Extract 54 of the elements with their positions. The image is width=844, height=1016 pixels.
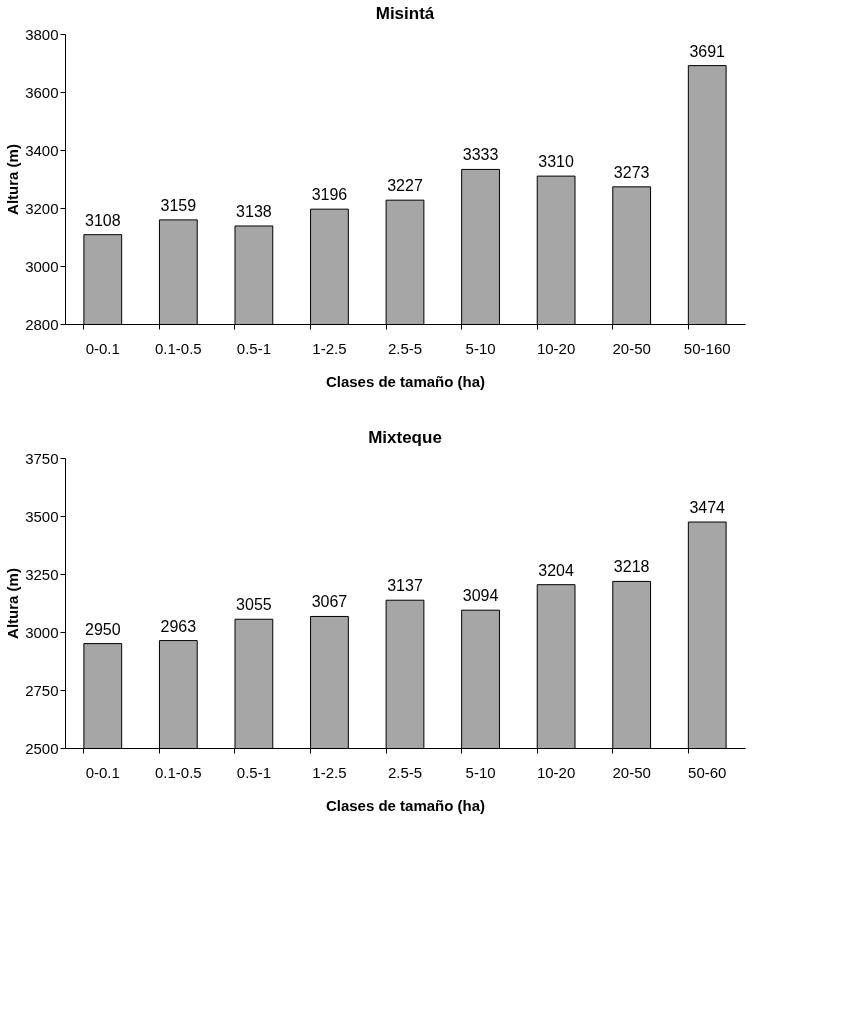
x-tick-label: 10-20 xyxy=(536,763,576,781)
x-tick-label: 10-20 xyxy=(536,339,576,357)
data-label: 3691 xyxy=(689,42,726,60)
data-label: 3310 xyxy=(538,153,575,171)
data-label: 3333 xyxy=(462,146,499,164)
x-tick-label: 1-2.5 xyxy=(312,763,347,781)
x-tick-label: 0-0.1 xyxy=(85,339,120,357)
data-label: 3196 xyxy=(311,186,348,204)
x-tick-label: 0.1-0.5 xyxy=(154,339,202,357)
x-tick-label: 0.1-0.5 xyxy=(154,763,202,781)
x-tick-label: 2.5-5 xyxy=(387,763,423,781)
data-label: 3227 xyxy=(387,177,423,195)
x-axis-title: Clases de tamaño (ha) xyxy=(325,796,486,814)
data-label: 3218 xyxy=(613,558,650,576)
y-tick-label: 2500 xyxy=(25,739,59,757)
y-tick-label: 3800 xyxy=(25,25,59,43)
data-label: 3108 xyxy=(84,211,121,229)
x-tick-label: 1-2.5 xyxy=(312,339,347,357)
y-tick-label: 3600 xyxy=(25,83,59,101)
y-tick-label: 2750 xyxy=(25,681,59,699)
data-label: 3138 xyxy=(236,202,272,220)
y-tick-label: 2800 xyxy=(25,315,59,333)
x-tick-label: 5-10 xyxy=(465,763,496,781)
data-label: 3055 xyxy=(236,596,272,614)
x-tick-label: 50-160 xyxy=(683,339,731,357)
x-tick-label: 0-0.1 xyxy=(85,763,120,781)
x-tick-label: 2.5-5 xyxy=(387,339,423,357)
data-label: 3067 xyxy=(311,593,348,611)
x-tick-label: 0.5-1 xyxy=(236,339,271,357)
y-tick-label: 3000 xyxy=(25,257,59,275)
chart-title: Mixteque xyxy=(368,428,442,447)
chart-title: Misintá xyxy=(375,4,435,23)
x-tick-label: 50-60 xyxy=(688,763,727,781)
y-tick-label: 3400 xyxy=(25,141,59,159)
y-axis-title: Altura (m) xyxy=(4,568,22,639)
data-label: 3094 xyxy=(462,587,499,605)
y-tick-label: 3250 xyxy=(25,565,59,583)
y-tick-label: 3500 xyxy=(25,507,59,525)
x-tick-label: 20-50 xyxy=(612,339,651,357)
y-tick-label: 3750 xyxy=(25,449,59,467)
data-label: 3474 xyxy=(689,499,726,517)
data-label: 3273 xyxy=(613,163,650,181)
y-tick-label: 3200 xyxy=(25,199,59,217)
x-tick-label: 0.5-1 xyxy=(236,763,271,781)
x-tick-label: 5-10 xyxy=(465,339,496,357)
data-label: 3159 xyxy=(160,196,197,214)
data-label: 2950 xyxy=(84,620,121,638)
data-label: 2963 xyxy=(160,617,197,635)
x-tick-label: 20-50 xyxy=(612,763,651,781)
data-label: 3137 xyxy=(387,577,423,595)
y-tick-label: 3000 xyxy=(25,623,59,641)
data-label: 3204 xyxy=(538,561,575,579)
y-axis-title: Altura (m) xyxy=(4,144,22,215)
x-axis-title: Clases de tamaño (ha) xyxy=(325,372,486,390)
